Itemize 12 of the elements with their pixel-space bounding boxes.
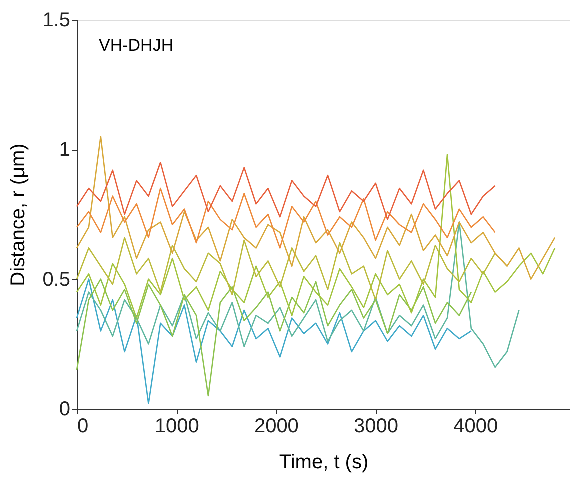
y-tick-label: 1	[59, 139, 70, 162]
x-axis-title: Time, t (s)	[279, 452, 369, 474]
x-tick-label: 4000	[454, 416, 498, 438]
x-tick-label: 1000	[154, 416, 200, 438]
y-axis-title: Distance, r (μm)	[8, 144, 30, 286]
y-tick-label: 1.5	[42, 10, 70, 32]
x-tick-label: 2000	[254, 416, 299, 438]
y-tick-label: 0.5	[42, 268, 70, 291]
annotation: VH-DHJH	[99, 36, 174, 55]
x-tick-label: 0	[78, 416, 89, 438]
x-tick-label: 3000	[354, 416, 399, 438]
y-tick-label: 0	[59, 398, 70, 420]
